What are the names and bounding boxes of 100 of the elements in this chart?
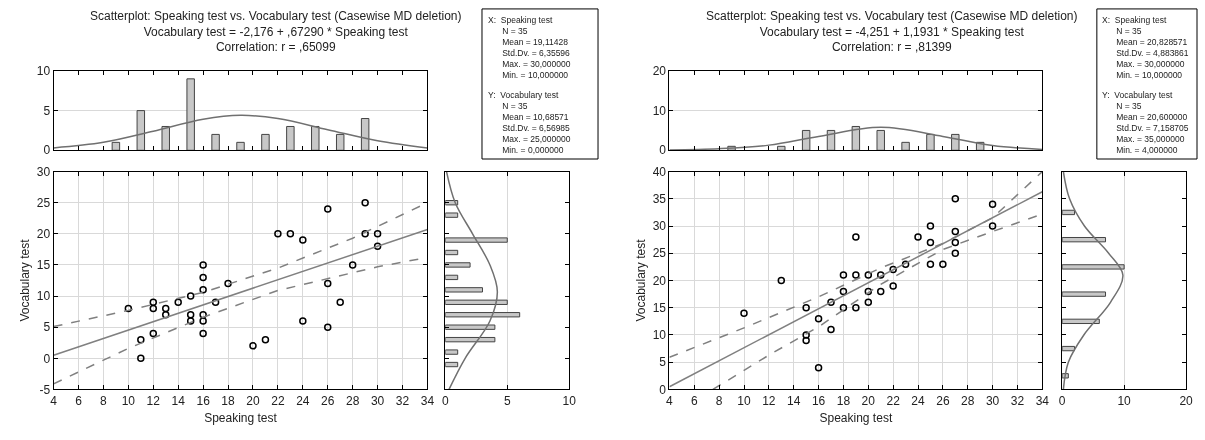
y-tick-label: 10 [652,328,667,343]
point [951,195,960,203]
x-tick-label: 30 [985,393,1000,408]
bar [445,237,508,243]
x-tick-label: 16 [196,393,211,408]
point [186,317,195,325]
point [361,230,369,238]
text: Y: Vocabulary test N = 35 Mean = 10,68571 Std.Dv. = 6,56985 Max. = 25,000000 Min. = 0,000000 [488,90,571,156]
y-tick-label: 25 [36,195,51,210]
x-tick-label: 26 [321,393,335,408]
point [199,286,207,294]
x-tick-label: 14 [171,393,186,408]
point [839,303,848,312]
point [161,310,170,319]
point [802,303,810,312]
point [864,271,873,279]
x-tick-label: 30 [370,393,385,408]
point [149,329,158,338]
chart-title: Scatterplot: Speaking test vs. Vocabulary test (Casewise MD deletion) Vocabulary test = -2,176 + ,67290 * Speaking test Correlation: r = ,65099 [90,9,462,55]
x-tick-label: 12 [762,393,776,408]
y-tick-label: 10 [36,289,51,304]
point [299,317,307,325]
point [839,287,848,296]
point [137,354,145,363]
x-tick-label: 6 [75,393,83,408]
y-tick-label: 15 [652,300,667,315]
point [299,236,307,244]
y-tick-label: 15 [36,258,51,273]
x-tick-label: 28 [961,393,975,408]
x-tick-label: 20 [1179,393,1194,408]
x-tick-label: 32 [395,393,410,408]
y-tick-label: 10 [652,103,667,118]
bar [445,324,496,330]
x-tick-label: 12 [146,393,161,408]
point [827,298,835,307]
y-tick-label: -5 [39,382,51,397]
point [827,325,835,334]
x-tick-label: 28 [346,393,360,408]
bar [926,133,935,151]
point [740,309,748,317]
bar [236,141,245,151]
point [876,287,885,296]
bar [161,125,170,151]
point [951,227,960,236]
point [988,200,997,209]
point [852,271,860,279]
x-tick-label: 14 [787,393,801,408]
point [161,304,170,313]
x-tick-label: 16 [811,393,826,408]
bar [335,133,345,151]
bar [311,125,320,151]
bar [445,349,459,355]
x-tick-label: 32 [1010,393,1025,408]
point [802,336,810,345]
bar [286,125,295,151]
x-tick-label: 20 [861,393,876,408]
point [889,265,897,274]
x-tick-label: 26 [936,393,950,408]
bar [261,133,270,151]
y-axis-title: Vocabulary test [633,238,648,322]
point [124,304,133,313]
point [336,298,344,307]
point [174,298,182,307]
x-tick-label: 10 [562,393,577,408]
x-tick-label: 10 [737,393,751,408]
y-tick-label: 30 [36,164,51,179]
bar [211,133,220,151]
bar [111,141,121,151]
x-tick-label: 22 [271,393,285,408]
point [814,363,823,372]
x-tick-label: 5 [503,393,511,408]
x-tick-label: 8 [100,393,108,408]
bar [186,78,195,151]
point [324,205,332,213]
bar [901,141,910,151]
point [876,271,885,279]
x-tick-label: 8 [715,393,723,408]
y-tick-label: 25 [652,246,667,261]
chart-title: Scatterplot: Speaking test vs. Vocabulary test (Casewise MD deletion) Vocabulary test = -4,251 + 1,1931 * Speaking test Correlation: r = ,81399 [706,9,1078,55]
bar [136,110,146,151]
point [373,230,382,238]
point [211,298,220,307]
x-tick-label: 20 [246,393,260,408]
bar [777,145,786,151]
bar [445,336,496,343]
y-axis-title: Vocabulary test [18,238,33,322]
point [348,261,357,269]
y-tick-label: 35 [652,192,667,207]
point [814,314,823,323]
point [889,282,897,290]
y-tick-label: 5 [43,320,51,335]
point [802,331,810,339]
bar [951,133,960,151]
bar [445,287,483,293]
x-tick-label: 18 [836,393,851,408]
text: X: Speaking test N = 35 Mean = 19,11428 Std.Dv. = 6,35596 Max. = 30,000000 Min. = 10,000000 [488,15,571,81]
point [199,261,207,269]
bar [445,312,521,318]
bar [801,129,811,151]
point [926,260,935,268]
